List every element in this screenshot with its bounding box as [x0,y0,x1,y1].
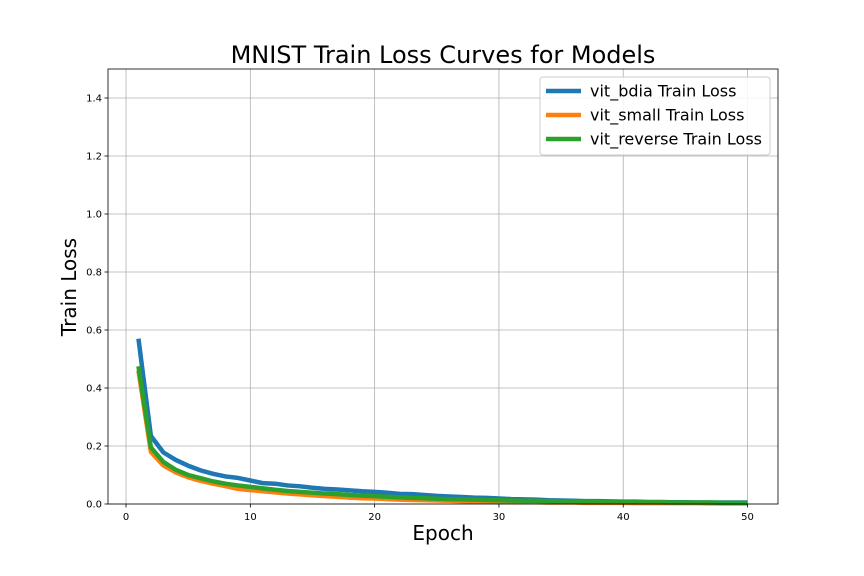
legend-label: vit_small Train Loss [590,106,744,126]
x-tick-label: 50 [741,512,754,523]
y-tick-label: 0.8 [86,268,102,279]
axes-frame [107,68,779,505]
y-tick-label: 0.2 [86,442,102,453]
x-tick-label: 0 [123,512,129,523]
plot-area: 0 10 20 30 40 50 0.0 0.2 0.4 0.6 0.8 1.0 1.2 1.4 vit_b… [86,68,779,523]
x-tick-label: 40 [617,512,630,523]
series-line-vit-reverse [136,365,748,506]
y-axis-title: Train Loss [57,238,81,337]
x-tick-label: 30 [493,512,506,523]
y-tick-label: 0.6 [86,326,102,337]
x-axis-title: Epoch [412,521,473,545]
y-tick-label: 0.4 [86,384,102,395]
legend-label: vit_reverse Train Loss [590,130,762,150]
chart-title: MNIST Train Loss Curves for Models [231,41,656,69]
y-tick-label: 1.4 [86,94,102,105]
y-tick-label: 1.0 [86,210,102,221]
legend-box [539,76,771,156]
y-tick-label: 0.0 [86,500,102,511]
y-tick-label: 1.2 [86,152,102,163]
x-tick-label: 10 [244,512,257,523]
x-tick-label: 20 [368,512,381,523]
legend-label: vit_bdia Train Loss [590,82,736,102]
